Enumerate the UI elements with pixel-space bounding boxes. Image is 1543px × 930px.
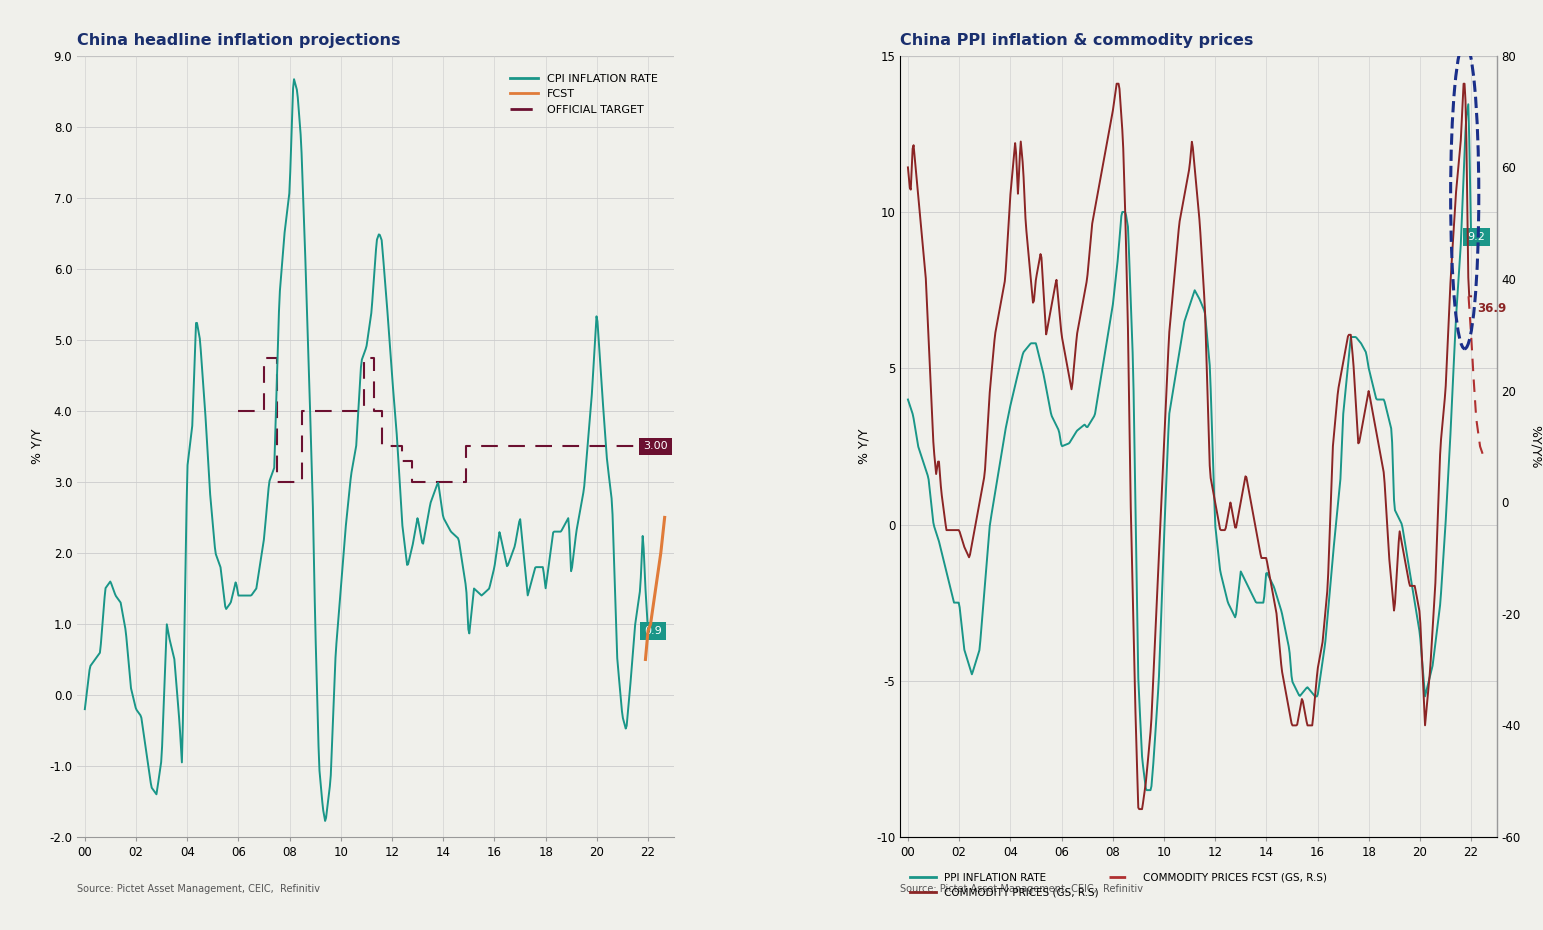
COMMODITY PRICES (GS, R.S) bbox=[1043, 294, 1062, 305]
CPI INFLATION RATE bbox=[76, 704, 94, 715]
OFFICIAL TARGET bbox=[293, 405, 312, 417]
OFFICIAL TARGET bbox=[355, 405, 373, 417]
PPI INFLATION RATE bbox=[998, 414, 1017, 425]
FCST bbox=[647, 583, 665, 594]
PPI INFLATION RATE bbox=[1043, 413, 1062, 424]
OFFICIAL TARGET bbox=[403, 476, 421, 487]
Text: Source: Pictet Asset Management, CEIC,  Refinitiv: Source: Pictet Asset Management, CEIC, R… bbox=[77, 884, 319, 894]
Text: China PPI inflation & commodity prices: China PPI inflation & commodity prices bbox=[900, 33, 1253, 47]
FCST bbox=[656, 512, 674, 523]
Line: PPI INFLATION RATE: PPI INFLATION RATE bbox=[907, 104, 1470, 790]
OFFICIAL TARGET bbox=[267, 352, 285, 364]
COMMODITY PRICES (GS, R.S) bbox=[1461, 291, 1480, 302]
CPI INFLATION RATE bbox=[640, 626, 659, 637]
COMMODITY PRICES FCST (GS, R.S) bbox=[1460, 291, 1478, 302]
OFFICIAL TARGET bbox=[364, 352, 383, 364]
OFFICIAL TARGET bbox=[457, 441, 475, 452]
Text: 9.2: 9.2 bbox=[1467, 232, 1486, 242]
FCST bbox=[642, 618, 660, 630]
OFFICIAL TARGET bbox=[255, 405, 273, 417]
Line: COMMODITY PRICES (GS, R.S): COMMODITY PRICES (GS, R.S) bbox=[907, 84, 1470, 809]
COMMODITY PRICES (GS, R.S) bbox=[898, 162, 917, 173]
CPI INFLATION RATE bbox=[285, 73, 304, 85]
OFFICIAL TARGET bbox=[403, 455, 421, 466]
Text: Source: Pictet Asset Management, CEIC,  Refinitiv: Source: Pictet Asset Management, CEIC, R… bbox=[900, 884, 1143, 894]
PPI INFLATION RATE bbox=[1276, 622, 1295, 633]
OFFICIAL TARGET bbox=[255, 352, 273, 364]
FCST bbox=[651, 548, 670, 559]
OFFICIAL TARGET bbox=[364, 405, 383, 417]
OFFICIAL TARGET bbox=[372, 405, 390, 417]
Y-axis label: % Y/Y: % Y/Y bbox=[31, 429, 43, 464]
Y-axis label: %Y/Y%: %Y/Y% bbox=[1529, 425, 1541, 468]
OFFICIAL TARGET bbox=[393, 455, 412, 466]
Text: 3.00: 3.00 bbox=[643, 442, 668, 451]
COMMODITY PRICES FCST (GS, R.S) bbox=[1464, 374, 1483, 385]
CPI INFLATION RATE bbox=[221, 598, 239, 609]
Line: FCST: FCST bbox=[645, 517, 665, 659]
CPI INFLATION RATE bbox=[333, 567, 352, 578]
PPI INFLATION RATE bbox=[1137, 785, 1156, 796]
COMMODITY PRICES (GS, R.S) bbox=[1108, 78, 1126, 89]
PPI INFLATION RATE bbox=[898, 394, 917, 405]
OFFICIAL TARGET bbox=[457, 476, 475, 487]
COMMODITY PRICES (GS, R.S) bbox=[1276, 687, 1295, 698]
COMMODITY PRICES FCST (GS, R.S) bbox=[1461, 329, 1480, 340]
OFFICIAL TARGET bbox=[267, 476, 285, 487]
PPI INFLATION RATE bbox=[1324, 550, 1342, 561]
CPI INFLATION RATE bbox=[503, 549, 522, 560]
FCST bbox=[636, 654, 654, 665]
COMMODITY PRICES (GS, R.S) bbox=[1129, 804, 1148, 815]
OFFICIAL TARGET bbox=[293, 476, 312, 487]
OFFICIAL TARGET bbox=[393, 441, 412, 452]
PPI INFLATION RATE bbox=[1460, 99, 1478, 110]
OFFICIAL TARGET bbox=[372, 441, 390, 452]
OFFICIAL TARGET bbox=[355, 352, 373, 364]
Line: CPI INFLATION RATE: CPI INFLATION RATE bbox=[85, 79, 650, 821]
COMMODITY PRICES FCST (GS, R.S) bbox=[1475, 452, 1494, 463]
Legend: CPI INFLATION RATE, FCST, OFFICIAL TARGET: CPI INFLATION RATE, FCST, OFFICIAL TARGE… bbox=[506, 69, 662, 119]
PPI INFLATION RATE bbox=[1231, 565, 1250, 577]
Line: COMMODITY PRICES FCST (GS, R.S): COMMODITY PRICES FCST (GS, R.S) bbox=[1469, 297, 1484, 458]
CPI INFLATION RATE bbox=[454, 566, 472, 578]
COMMODITY PRICES FCST (GS, R.S) bbox=[1470, 441, 1489, 452]
Text: 0.9: 0.9 bbox=[645, 626, 662, 636]
CPI INFLATION RATE bbox=[176, 608, 194, 619]
CPI INFLATION RATE bbox=[410, 522, 429, 533]
Y-axis label: % Y/Y: % Y/Y bbox=[858, 429, 870, 464]
Legend: PPI INFLATION RATE, COMMODITY PRICES (GS, R.S), COMMODITY PRICES FCST (GS, R.S): PPI INFLATION RATE, COMMODITY PRICES (GS… bbox=[906, 869, 1332, 902]
COMMODITY PRICES (GS, R.S) bbox=[1324, 431, 1342, 442]
COMMODITY PRICES (GS, R.S) bbox=[1156, 426, 1174, 437]
OFFICIAL TARGET bbox=[230, 405, 248, 417]
COMMODITY PRICES (GS, R.S) bbox=[998, 234, 1017, 246]
FCST bbox=[639, 626, 657, 637]
Text: China headline inflation projections: China headline inflation projections bbox=[77, 33, 401, 47]
PPI INFLATION RATE bbox=[1154, 541, 1173, 552]
Text: 36.9: 36.9 bbox=[1478, 302, 1508, 315]
COMMODITY PRICES FCST (GS, R.S) bbox=[1467, 413, 1486, 424]
CPI INFLATION RATE bbox=[316, 816, 335, 827]
PPI INFLATION RATE bbox=[1461, 232, 1480, 243]
OFFICIAL TARGET bbox=[642, 441, 660, 452]
Line: OFFICIAL TARGET: OFFICIAL TARGET bbox=[239, 358, 651, 482]
COMMODITY PRICES (GS, R.S) bbox=[1233, 491, 1251, 502]
